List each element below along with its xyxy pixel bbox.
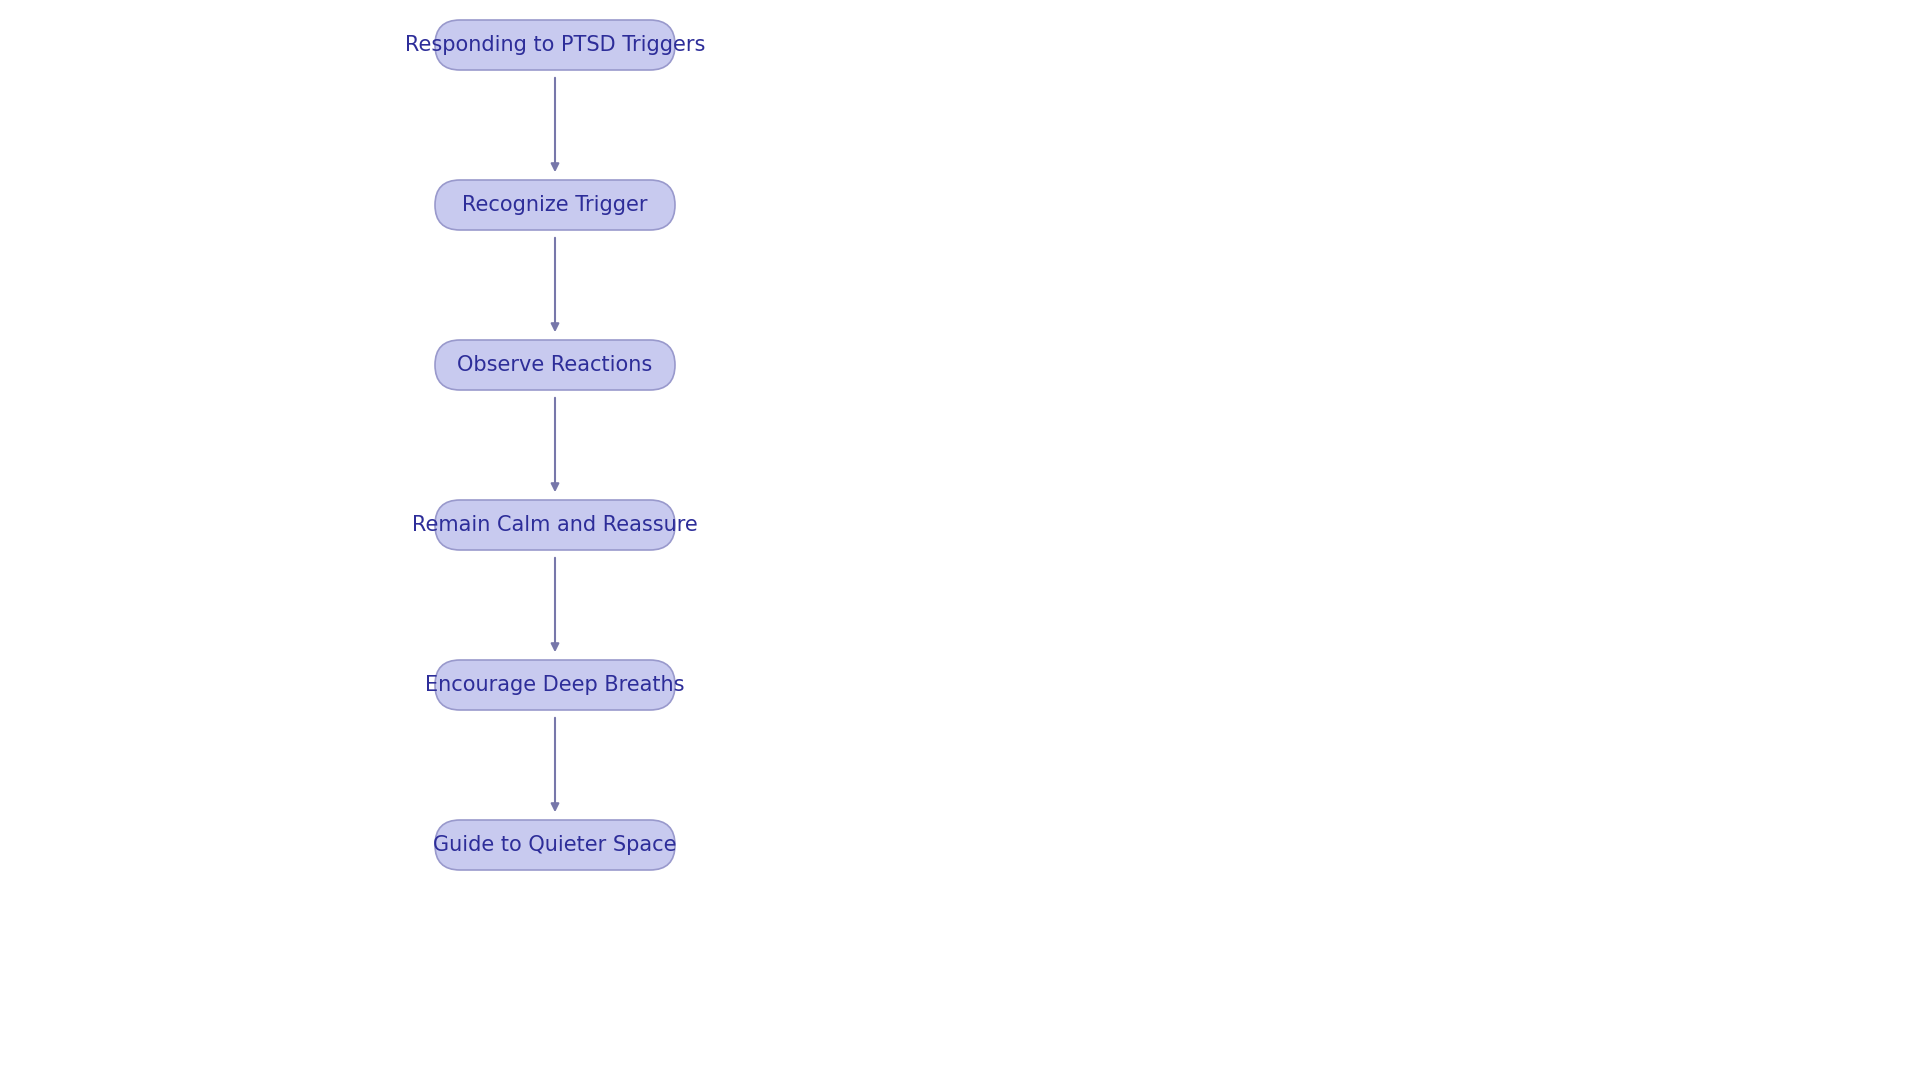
FancyBboxPatch shape bbox=[436, 19, 676, 70]
FancyBboxPatch shape bbox=[436, 340, 676, 390]
FancyBboxPatch shape bbox=[436, 180, 676, 230]
Text: Observe Reactions: Observe Reactions bbox=[457, 355, 653, 375]
FancyBboxPatch shape bbox=[436, 500, 676, 550]
FancyBboxPatch shape bbox=[436, 660, 676, 710]
Text: Responding to PTSD Triggers: Responding to PTSD Triggers bbox=[405, 35, 705, 55]
Text: Guide to Quieter Space: Guide to Quieter Space bbox=[434, 835, 676, 854]
Text: Encourage Deep Breaths: Encourage Deep Breaths bbox=[424, 675, 685, 695]
FancyBboxPatch shape bbox=[436, 820, 676, 870]
Text: Recognize Trigger: Recognize Trigger bbox=[463, 195, 647, 216]
Text: Remain Calm and Reassure: Remain Calm and Reassure bbox=[413, 516, 697, 535]
